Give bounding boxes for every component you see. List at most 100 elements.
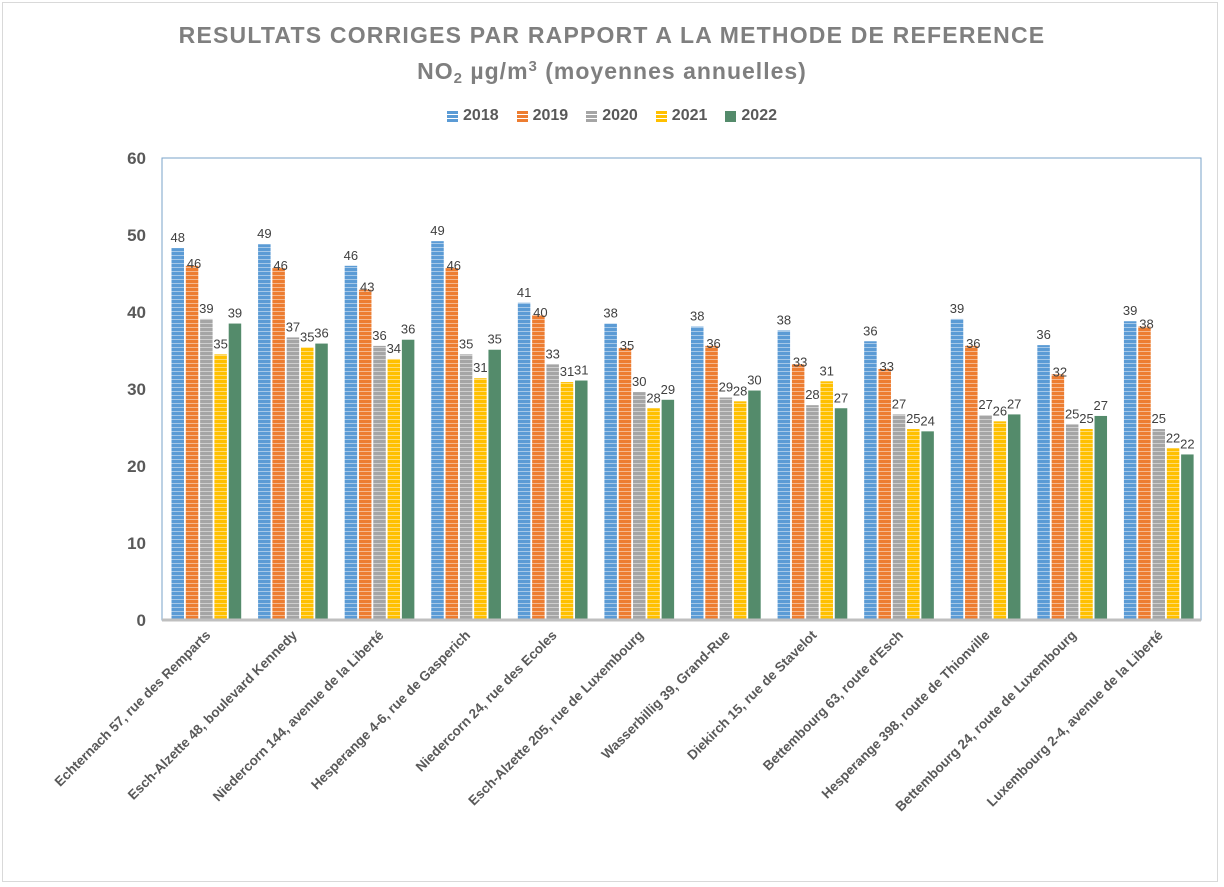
data-label: 39 — [199, 301, 213, 316]
bar-2021 — [733, 401, 747, 619]
bar-2018 — [431, 241, 444, 619]
bar-2019 — [532, 315, 545, 619]
bar-2019 — [445, 268, 459, 619]
data-label: 33 — [879, 359, 893, 374]
bar-2019 — [965, 345, 978, 619]
data-label: 36 — [863, 323, 877, 338]
legend-item-2018: 2018 — [447, 107, 499, 125]
data-label: 39 — [1123, 303, 1137, 318]
x-category-label: Niedercorn 144, avenue de la Liberté — [210, 627, 387, 804]
bar-2021 — [1166, 448, 1180, 619]
data-label: 38 — [1139, 317, 1153, 332]
data-label: 36 — [1036, 327, 1050, 342]
data-label: 38 — [603, 306, 617, 321]
data-label: 30 — [632, 374, 646, 389]
bar-2018 — [517, 302, 531, 619]
data-label: 36 — [706, 336, 720, 351]
bar-2021 — [907, 429, 920, 619]
y-tick-label: 20 — [127, 457, 146, 476]
bar-2021 — [474, 378, 487, 619]
bar-2021 — [214, 354, 227, 619]
legend-swatch — [725, 110, 737, 122]
bar-2022 — [575, 380, 588, 619]
x-category-label: Hesperange 398, route de Thionville — [819, 627, 993, 801]
y-tick-label: 10 — [127, 534, 146, 553]
legend-label: 2022 — [741, 107, 777, 124]
bar-2022 — [228, 323, 242, 619]
data-label: 29 — [719, 379, 733, 394]
bar-2019 — [878, 368, 891, 619]
legend-swatch — [586, 110, 598, 122]
data-label: 39 — [950, 301, 964, 316]
data-label: 46 — [273, 258, 287, 273]
data-label: 28 — [805, 387, 819, 402]
bar-2018 — [171, 248, 184, 619]
legend-swatch — [447, 110, 459, 122]
legend-item-2021: 2021 — [655, 107, 707, 125]
data-label: 27 — [1007, 396, 1021, 411]
bar-2019 — [1051, 374, 1065, 619]
data-label: 25 — [1079, 411, 1093, 426]
y-tick-label: 60 — [127, 149, 146, 168]
bar-2018 — [1123, 321, 1137, 619]
y-tick-label: 0 — [137, 611, 146, 630]
bar-2020 — [719, 397, 733, 619]
x-category-label: Echternach 57, rue des Remparts — [52, 628, 214, 790]
data-label: 31 — [473, 360, 487, 375]
x-category-label: Bettembourg 63, route d'Esch — [760, 628, 906, 774]
bar-2022 — [748, 390, 761, 619]
data-label: 29 — [661, 382, 675, 397]
data-label: 43 — [360, 280, 374, 295]
data-label: 38 — [690, 309, 704, 324]
subtitle-subscript: 2 — [453, 70, 463, 87]
data-label: 35 — [487, 332, 501, 347]
bar-2022 — [315, 343, 328, 619]
data-label: 28 — [733, 383, 747, 398]
x-category-label: Niedercorn 24, rue des Ecoles — [413, 628, 560, 775]
bar-2022 — [1007, 414, 1021, 619]
data-label: 35 — [620, 338, 634, 353]
bar-2022 — [921, 431, 934, 619]
bar-2020 — [806, 405, 819, 619]
legend-item-2019: 2019 — [516, 107, 569, 125]
data-label: 40 — [533, 305, 547, 320]
legend-label: 2018 — [463, 107, 499, 124]
bar-2020 — [546, 364, 559, 619]
data-label: 25 — [1152, 411, 1166, 426]
bar-2020 — [979, 415, 992, 619]
subtitle-unit: µg/m — [462, 58, 529, 84]
bar-2019 — [185, 265, 199, 619]
y-tick-label: 50 — [127, 226, 146, 245]
data-label: 24 — [920, 413, 934, 428]
data-label: 41 — [517, 285, 531, 300]
bar-2018 — [604, 323, 617, 619]
bar-2020 — [373, 345, 386, 619]
bar-2021 — [300, 347, 314, 619]
data-label: 36 — [372, 328, 386, 343]
bar-2020 — [633, 392, 646, 619]
bar-2019 — [1138, 326, 1151, 619]
bar-2022 — [834, 408, 848, 619]
legend-item-2022: 2022 — [725, 107, 777, 125]
bar-2020 — [892, 414, 906, 619]
data-label: 34 — [387, 341, 401, 356]
legend-label: 2020 — [602, 107, 638, 124]
data-label: 25 — [906, 411, 920, 426]
x-category-label: Luxembourg 2-4, avenue de la Liberté — [984, 627, 1166, 809]
legend-label: 2019 — [532, 107, 569, 124]
data-label: 46 — [187, 256, 201, 271]
legend-swatch — [655, 110, 667, 122]
data-label: 35 — [300, 329, 314, 344]
bar-2021 — [820, 381, 833, 619]
chart-title: RESULTATS CORRIGES PAR RAPPORT A LA METH… — [178, 22, 1046, 48]
bar-2019 — [791, 364, 805, 619]
bar-2018 — [950, 318, 964, 619]
data-label: 31 — [819, 363, 833, 378]
data-label: 39 — [228, 306, 242, 321]
data-label: 48 — [171, 230, 185, 245]
data-label: 49 — [257, 226, 271, 241]
data-label: 28 — [646, 390, 660, 405]
bar-2020 — [1065, 424, 1079, 619]
bar-2021 — [387, 358, 401, 619]
data-label: 36 — [314, 326, 328, 341]
